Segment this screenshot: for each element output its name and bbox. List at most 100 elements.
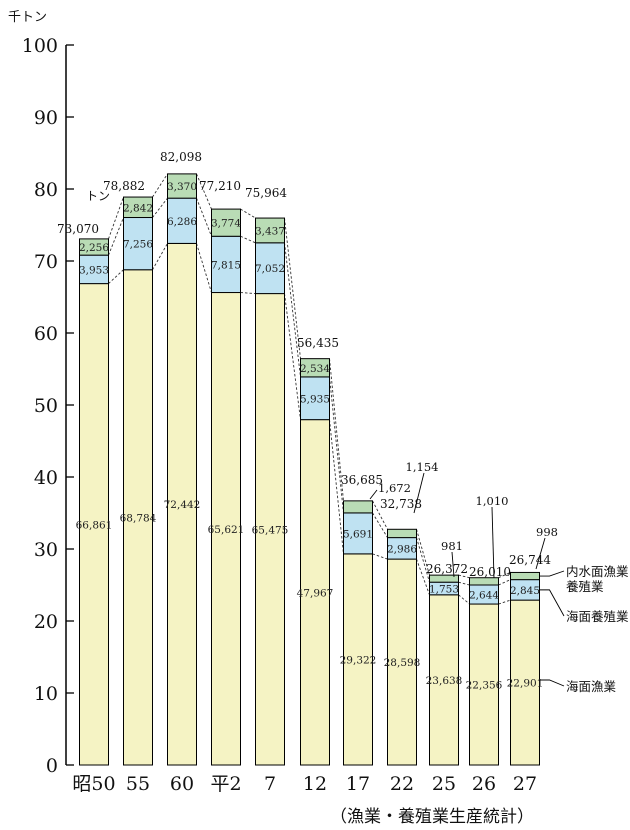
y-tick-label: 50	[34, 395, 58, 417]
bar-segment	[300, 419, 330, 766]
connector-line	[152, 173, 168, 198]
connector-line	[329, 376, 344, 513]
y-tick-label: 60	[34, 323, 58, 345]
segment-label: 1,010	[476, 494, 509, 508]
segment-label: 65,621	[208, 524, 245, 536]
legend-label: 海面養殖業	[566, 609, 629, 624]
leader-line	[451, 551, 455, 578]
x-tick-label: 55	[126, 773, 150, 795]
connector-line	[240, 292, 256, 295]
bar-segment	[469, 603, 499, 766]
bar-segment	[343, 500, 373, 514]
segment-label: 68,784	[120, 512, 157, 524]
connector-line	[284, 293, 301, 420]
segment-label: 5,935	[300, 393, 330, 405]
bar-segment	[429, 574, 459, 583]
x-tick-label: 25	[432, 773, 456, 795]
connector-line	[196, 173, 212, 210]
bar-segment	[167, 173, 197, 199]
total-label: 36,685	[341, 473, 383, 487]
segment-label: 3,953	[79, 264, 109, 276]
connector-line	[458, 594, 470, 605]
segment-label: 28,598	[384, 657, 421, 669]
bar-segment	[123, 196, 153, 219]
segment-label: 65,475	[252, 524, 289, 536]
bar-segment	[387, 528, 417, 539]
x-tick-label: 昭50	[72, 773, 115, 795]
bar-segment	[79, 238, 109, 256]
total-label: 75,964	[245, 186, 287, 200]
total-unit-label: トン	[86, 189, 110, 203]
segment-label: 2,534	[300, 363, 330, 375]
bar-segment	[211, 292, 241, 766]
x-tick-label: 60	[170, 773, 194, 795]
bar-segment	[255, 217, 285, 244]
connector-line	[416, 529, 430, 576]
segment-label: 1,753	[429, 583, 459, 595]
leader-line	[369, 489, 378, 500]
segment-label: 2,842	[123, 202, 153, 214]
y-tick-label: 30	[34, 539, 58, 561]
bar-segment	[510, 571, 540, 581]
x-tick-label: 12	[303, 773, 327, 795]
segment-label: 3,370	[167, 181, 197, 193]
legend-label: 海面漁業	[566, 679, 617, 694]
connector-line	[329, 358, 344, 501]
connector-line	[372, 553, 388, 560]
bar-segment	[510, 599, 540, 766]
x-tick-label: 平2	[210, 773, 241, 795]
y-tick-label: 80	[34, 179, 58, 201]
leader-line	[413, 472, 425, 514]
bar-segment	[211, 235, 241, 294]
bar-segment	[429, 594, 459, 766]
segment-label: 981	[441, 539, 463, 553]
leader-line	[491, 506, 495, 579]
y-unit-label: 千トン	[8, 10, 47, 25]
legend-leader	[539, 570, 565, 577]
connector-line	[498, 572, 511, 579]
x-tick-label: 7	[264, 773, 276, 795]
bar-segment	[123, 269, 153, 766]
segment-label: 1,154	[406, 460, 439, 474]
connector-line	[108, 269, 124, 284]
connector-line	[372, 512, 388, 538]
bar-segment	[469, 577, 499, 586]
y-tick-label: 0	[46, 755, 58, 777]
segment-label: 2,256	[79, 242, 109, 254]
segment-label: 7,256	[123, 239, 153, 251]
segment-label: 2,845	[510, 585, 540, 597]
connector-line	[196, 197, 212, 237]
legend-label: 内水面漁業	[566, 564, 629, 579]
y-tick-label: 10	[34, 683, 58, 705]
bar-segment	[79, 283, 109, 766]
total-label: 77,210	[199, 179, 241, 193]
total-label: 78,882	[103, 179, 145, 193]
connector-line	[240, 208, 256, 219]
total-label: 32,738	[380, 497, 422, 511]
total-label: 73,070	[57, 222, 99, 236]
connector-line	[284, 218, 301, 359]
source-note: （漁業・養殖業生産統計）	[330, 807, 534, 827]
y-tick-label: 40	[34, 467, 58, 489]
total-label: 82,098	[160, 150, 202, 164]
segment-label: 3,437	[255, 225, 285, 237]
leader-line	[535, 537, 546, 570]
bar-segment	[211, 208, 241, 237]
connector-line	[458, 581, 470, 586]
segment-label: 5,691	[343, 528, 373, 540]
segment-label: 29,322	[340, 654, 377, 666]
x-tick-label: 27	[513, 773, 537, 795]
legend-leader	[539, 679, 565, 687]
segment-label: 2,986	[387, 543, 417, 555]
y-tick-label: 90	[34, 107, 58, 129]
legend-label: 養殖業	[566, 579, 604, 594]
segment-label: 1,672	[378, 481, 411, 495]
connector-line	[416, 558, 430, 595]
connector-line	[240, 235, 256, 244]
bar-segment	[300, 358, 330, 378]
connector-line	[196, 243, 212, 293]
bar-segment	[167, 197, 197, 244]
segment-label: 998	[536, 525, 558, 539]
segment-label: 2,644	[469, 590, 499, 602]
